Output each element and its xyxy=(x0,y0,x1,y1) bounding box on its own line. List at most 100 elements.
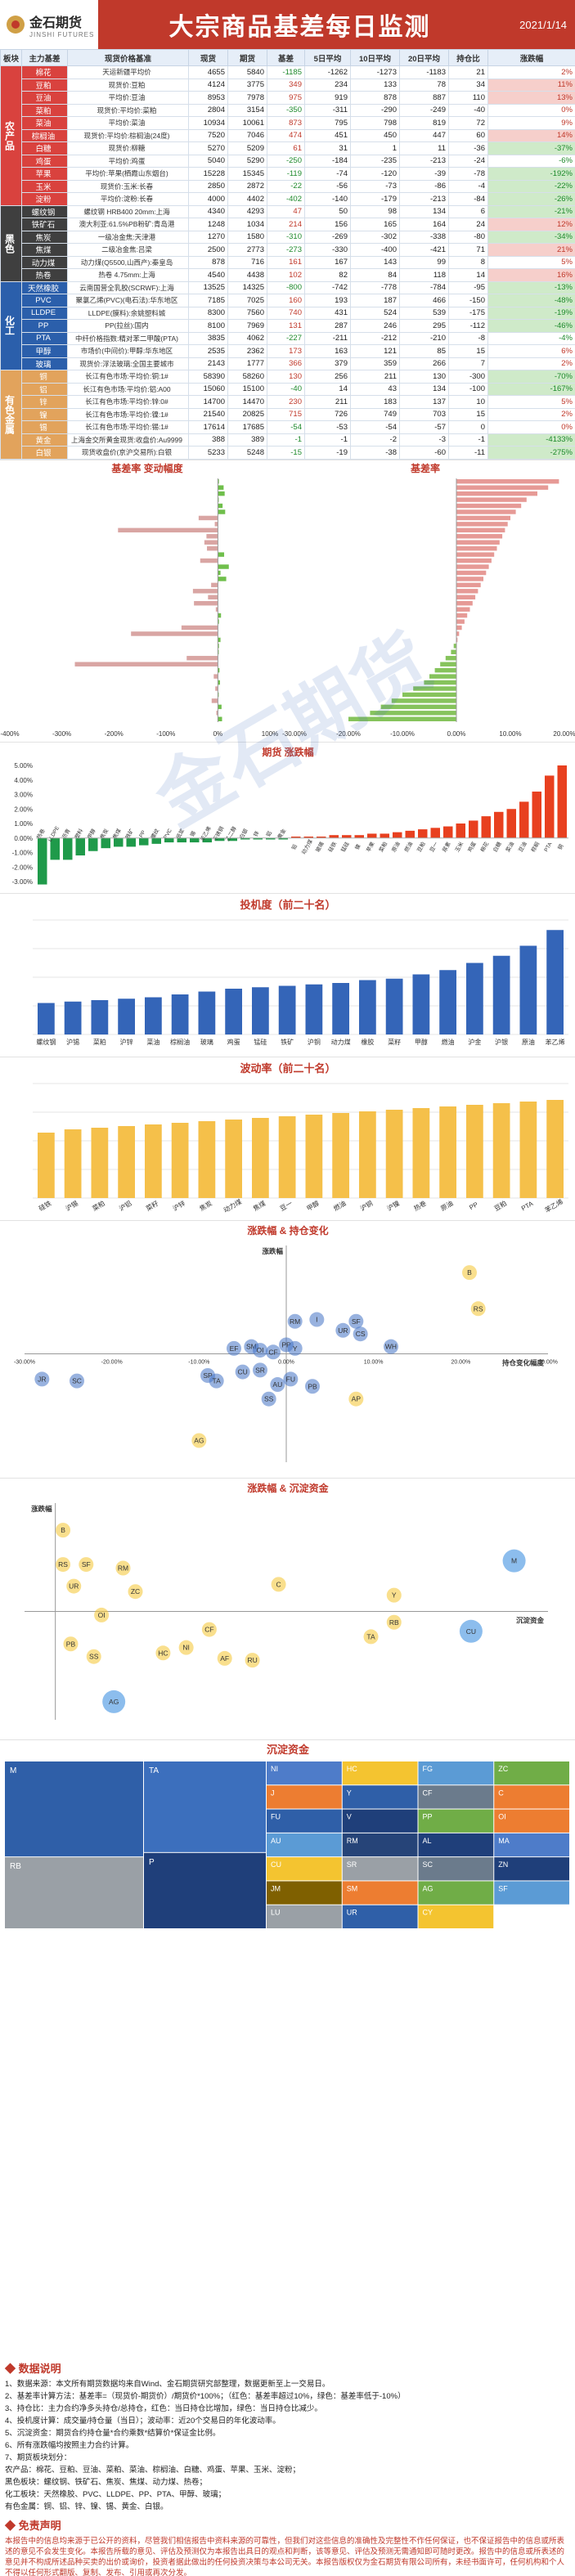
x-tick: 苯乙烯 xyxy=(543,1197,564,1214)
treemap-cell xyxy=(144,1761,266,1852)
scatter-point xyxy=(201,1622,217,1637)
table-cell: 3835 xyxy=(188,331,228,345)
basis-rate-bar xyxy=(456,491,537,496)
basis-change-bar xyxy=(211,582,218,587)
table-cell: 118 xyxy=(399,268,449,282)
table-cell: 234 xyxy=(304,78,351,92)
treemap-cell xyxy=(418,1905,494,1928)
basis-table: 板块 主力基差 现货价格基准 现货 期货 基差 5日平均 10日平均 20日平均 持仓比 涨跌幅 农… xyxy=(0,49,575,460)
table-cell: 4340 xyxy=(188,204,228,218)
y-tick: 4.00% xyxy=(14,776,33,783)
y-tick: -1.00% xyxy=(12,849,33,856)
table-cell: 887 xyxy=(399,91,449,105)
table-cell: -800 xyxy=(267,280,305,294)
table-cell: -54 xyxy=(267,420,305,434)
table-cell: -53 xyxy=(304,420,351,434)
table-row: 白银 现货收盘价(京沪交易所):白银 5233 5248 -15 -19 -38 -60 -11… xyxy=(1,446,575,460)
table-cell: 143 xyxy=(350,255,400,269)
table-cell: 9% xyxy=(487,116,575,130)
table-cell: 2% xyxy=(487,407,575,421)
table-cell: -330 xyxy=(304,243,351,257)
table-row: 白糖 现货价:柳糖 5270 5209 61 31 1 11 -36 -37% xyxy=(1,141,575,155)
point-label: C xyxy=(276,1580,281,1588)
treemap-cell xyxy=(418,1809,494,1833)
table-cell: 466 xyxy=(399,294,449,307)
basis-change-bar xyxy=(207,545,218,550)
spot-benchmark: 澳大利亚:61.5%PB粉矿:青岛港 xyxy=(67,218,189,231)
x-tick: -100% xyxy=(156,730,175,738)
x-tick: 燃油 xyxy=(402,840,414,853)
spot-benchmark: 长江有色市场:平均价:锌:0# xyxy=(67,395,189,409)
scatter-oi-chart: 涨跌幅 & 持仓变化 -30.00% -20.00% -10.00% 0.00% 10.0… xyxy=(14,1224,558,1462)
futures-change-bar xyxy=(202,837,212,842)
disclaimer-title: ◆ 免责声明 xyxy=(5,2520,61,2532)
table-row: 锡长江有色市场:平均价:锡:1# 17614 17685 -54 -53 -54 -57 0 0… xyxy=(1,420,575,434)
bar xyxy=(91,999,109,1034)
table-cell: 819 xyxy=(399,116,449,130)
futures-change-bar xyxy=(418,828,428,838)
futures-change-bar xyxy=(430,827,440,838)
table-cell: -213 xyxy=(399,192,449,206)
futures-change-bar xyxy=(253,837,263,840)
point-label: Y xyxy=(392,1591,397,1599)
table-cell: 130 xyxy=(399,370,449,384)
basis-rate-bar xyxy=(456,515,510,520)
scatter-point xyxy=(63,1636,79,1651)
x-tick: 菜粕 xyxy=(93,1038,106,1046)
table-cell: 137 xyxy=(399,395,449,409)
x-tick: 燃油 xyxy=(442,1038,455,1046)
bar xyxy=(412,974,430,1034)
point-label: TA xyxy=(213,1376,222,1384)
commodity-name: 玉米 xyxy=(21,179,68,193)
table-row: 铁矿石 澳大利亚:61.5%PB粉矿:青岛港 1248 1034 214 156 165 16… xyxy=(1,218,575,231)
table-cell: 15100 xyxy=(227,382,267,396)
scatter-point xyxy=(235,1364,250,1380)
basis-change-bar xyxy=(218,503,223,508)
basis-change-bar xyxy=(218,667,220,672)
table-cell: 539 xyxy=(399,306,449,320)
table-row: 镍长江有色市场:平均价:镍:1# 21540 20825 715 726 749 703 15… xyxy=(1,407,575,421)
table-row: 黄金 上海金交所黄金现货:收盘价:Au9999 388 389 -1 -1 -2 -3 -1 -4… xyxy=(1,433,575,447)
table-cell: -150 xyxy=(448,294,488,307)
spot-benchmark: 现货价:平均价:菜粕 xyxy=(67,103,189,117)
col-header: 20日平均 xyxy=(399,49,449,66)
commodity-name: 鸡蛋 xyxy=(21,154,68,168)
treemap-label: HC xyxy=(347,1765,357,1773)
commodity-name: 菜粕 xyxy=(21,103,68,117)
futures-change-bar xyxy=(329,834,339,838)
table-cell: 7046 xyxy=(227,128,267,142)
table-cell: 2362 xyxy=(227,344,267,358)
treemap-cell xyxy=(5,1761,143,1856)
table-cell: -210 xyxy=(399,331,449,345)
treemap-panel: 沉淀资金 M RB TA P NI HC FG ZC J Y CF C FU V PP OI AU RM AL MA CU… xyxy=(0,1739,575,1932)
report-title: 大宗商品基差每日监测 xyxy=(168,13,431,42)
bar xyxy=(198,991,216,1034)
col-header: 基差 xyxy=(267,49,305,66)
table-cell: -784 xyxy=(399,280,449,294)
x-axis-label: 持仓变化幅度 xyxy=(502,1358,545,1367)
futures-change-bar xyxy=(443,826,453,838)
scatter-point xyxy=(283,1371,299,1386)
spot-benchmark: 热卷 4.75mm:上海 xyxy=(67,268,189,282)
treemap-label: SR xyxy=(347,1860,357,1869)
table-row: 玉米 现货价:玉米:长春 2850 2872 -22 -56 -73 -86 -4 -22% xyxy=(1,179,575,193)
treemap-cell xyxy=(342,1905,418,1928)
treemap-label: M xyxy=(10,1766,16,1775)
basis-rate-bar xyxy=(424,680,456,684)
treemap-cell xyxy=(342,1856,418,1880)
bar xyxy=(38,1132,55,1198)
y-tick: -2.00% xyxy=(12,864,33,871)
futures-change-bar xyxy=(303,836,313,838)
basis-rate-bar xyxy=(451,649,456,654)
treemap-label: CF xyxy=(423,1788,433,1797)
table-cell: 2% xyxy=(487,65,575,79)
bar xyxy=(492,955,510,1034)
futures-change-bar xyxy=(75,837,85,855)
basis-change-bar xyxy=(218,680,220,684)
scatter-point xyxy=(66,1578,82,1594)
point-label: WH xyxy=(385,1342,397,1350)
scatter-point xyxy=(502,1549,526,1573)
basis-rate-bar xyxy=(348,716,456,721)
table-cell: -4 xyxy=(448,179,488,193)
chart-title: 波动率（前二十名） xyxy=(240,1062,335,1075)
